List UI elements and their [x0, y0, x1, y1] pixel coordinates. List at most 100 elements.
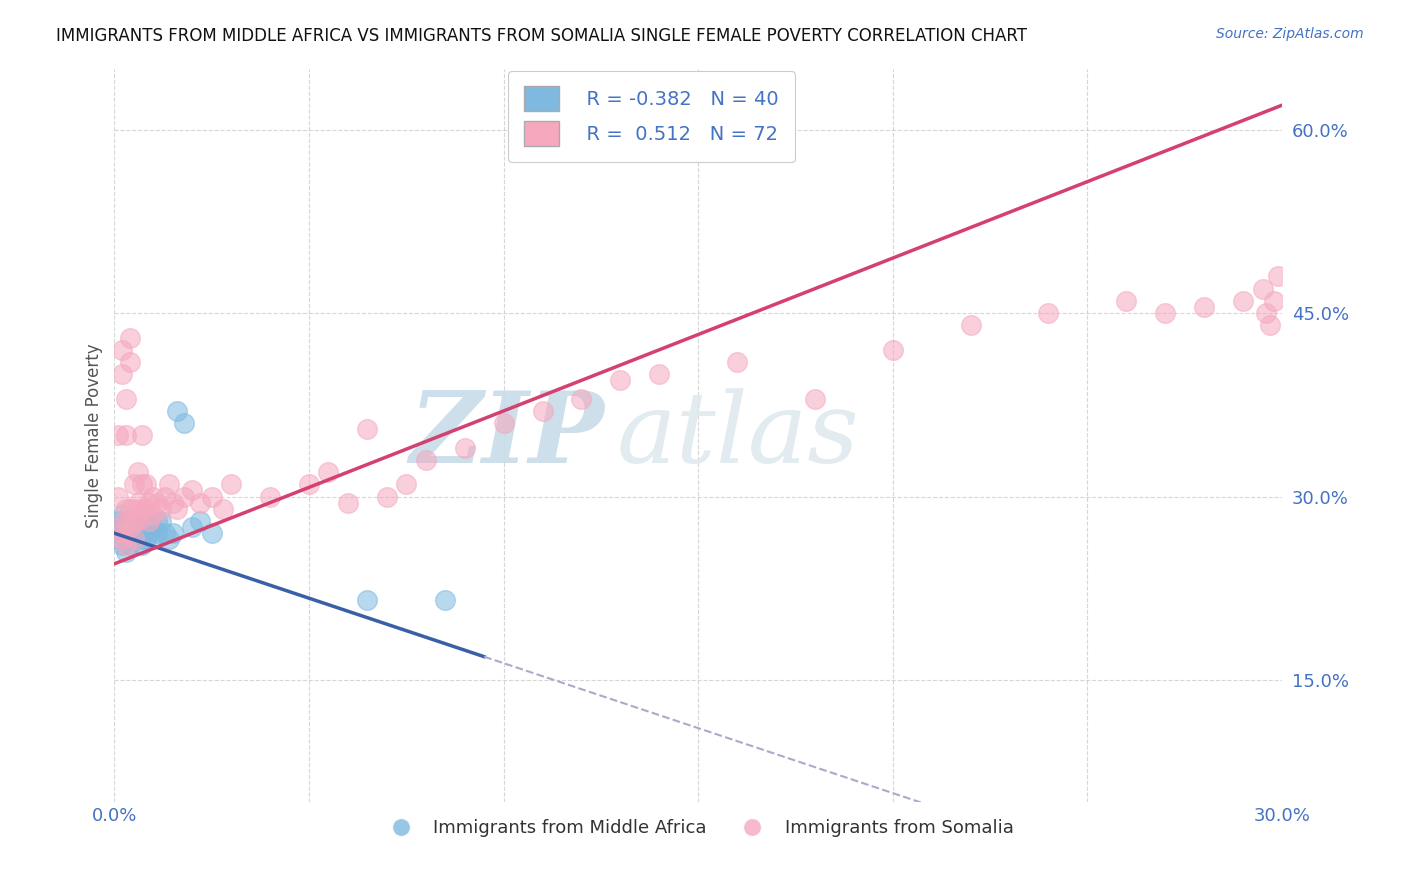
Point: [122, 477, 145, 491]
Point: [162, 526, 184, 541]
Point: [1038, 306, 1060, 320]
Point: [959, 318, 981, 333]
Point: [115, 392, 138, 406]
Point: [107, 520, 129, 534]
Point: [111, 520, 134, 534]
Point: [375, 490, 398, 504]
Point: [434, 593, 457, 607]
Point: [181, 520, 204, 534]
Point: [188, 514, 211, 528]
Point: [138, 496, 160, 510]
Point: [142, 490, 165, 504]
Point: [111, 368, 134, 382]
Point: [131, 501, 153, 516]
Text: ZIP: ZIP: [409, 387, 605, 483]
Point: [356, 593, 378, 607]
Point: [122, 533, 145, 547]
Point: [219, 477, 242, 491]
Point: [492, 416, 515, 430]
Point: [1251, 282, 1274, 296]
Point: [259, 490, 281, 504]
Point: [118, 520, 141, 534]
Point: [118, 330, 141, 344]
Point: [111, 533, 134, 547]
Point: [127, 465, 149, 479]
Point: [131, 428, 153, 442]
Point: [609, 373, 631, 387]
Point: [131, 477, 153, 491]
Point: [415, 453, 437, 467]
Point: [162, 496, 184, 510]
Point: [395, 477, 418, 491]
Point: [531, 404, 554, 418]
Point: [153, 490, 176, 504]
Point: [122, 533, 145, 547]
Point: [453, 441, 475, 455]
Point: [135, 477, 157, 491]
Point: [142, 508, 165, 522]
Point: [135, 533, 157, 547]
Point: [118, 355, 141, 369]
Point: [138, 526, 160, 541]
Point: [138, 514, 160, 528]
Point: [181, 483, 204, 498]
Point: [122, 520, 145, 534]
Point: [173, 416, 195, 430]
Text: IMMIGRANTS FROM MIDDLE AFRICA VS IMMIGRANTS FROM SOMALIA SINGLE FEMALE POVERTY C: IMMIGRANTS FROM MIDDLE AFRICA VS IMMIGRA…: [56, 27, 1028, 45]
Point: [1115, 293, 1137, 308]
Point: [336, 496, 359, 510]
Point: [111, 343, 134, 357]
Point: [111, 526, 134, 541]
Point: [146, 496, 169, 510]
Point: [188, 496, 211, 510]
Point: [1192, 300, 1215, 314]
Point: [115, 514, 138, 528]
Y-axis label: Single Female Poverty: Single Female Poverty: [86, 343, 103, 528]
Point: [118, 514, 141, 528]
Point: [107, 526, 129, 541]
Point: [1258, 318, 1281, 333]
Point: [142, 533, 165, 547]
Point: [107, 533, 129, 547]
Point: [157, 477, 180, 491]
Point: [1267, 269, 1289, 284]
Text: Source: ZipAtlas.com: Source: ZipAtlas.com: [1216, 27, 1364, 41]
Point: [166, 501, 188, 516]
Point: [882, 343, 904, 357]
Point: [122, 501, 145, 516]
Point: [118, 538, 141, 552]
Point: [115, 514, 138, 528]
Point: [150, 501, 173, 516]
Point: [135, 508, 157, 522]
Point: [115, 526, 138, 541]
Point: [115, 544, 138, 558]
Point: [146, 514, 169, 528]
Point: [725, 355, 748, 369]
Point: [131, 520, 153, 534]
Point: [150, 514, 173, 528]
Text: atlas: atlas: [616, 388, 859, 483]
Point: [1232, 293, 1254, 308]
Point: [115, 533, 138, 547]
Point: [173, 490, 195, 504]
Point: [318, 465, 340, 479]
Point: [122, 526, 145, 541]
Point: [107, 428, 129, 442]
Point: [127, 514, 149, 528]
Point: [142, 520, 165, 534]
Point: [356, 422, 378, 436]
Point: [212, 501, 235, 516]
Point: [115, 538, 138, 552]
Point: [115, 428, 138, 442]
Point: [118, 501, 141, 516]
Point: [1263, 293, 1285, 308]
Point: [131, 533, 153, 547]
Point: [804, 392, 827, 406]
Point: [111, 508, 134, 522]
Point: [122, 514, 145, 528]
Point: [166, 404, 188, 418]
Point: [138, 514, 160, 528]
Point: [1154, 306, 1177, 320]
Point: [107, 490, 129, 504]
Point: [127, 496, 149, 510]
